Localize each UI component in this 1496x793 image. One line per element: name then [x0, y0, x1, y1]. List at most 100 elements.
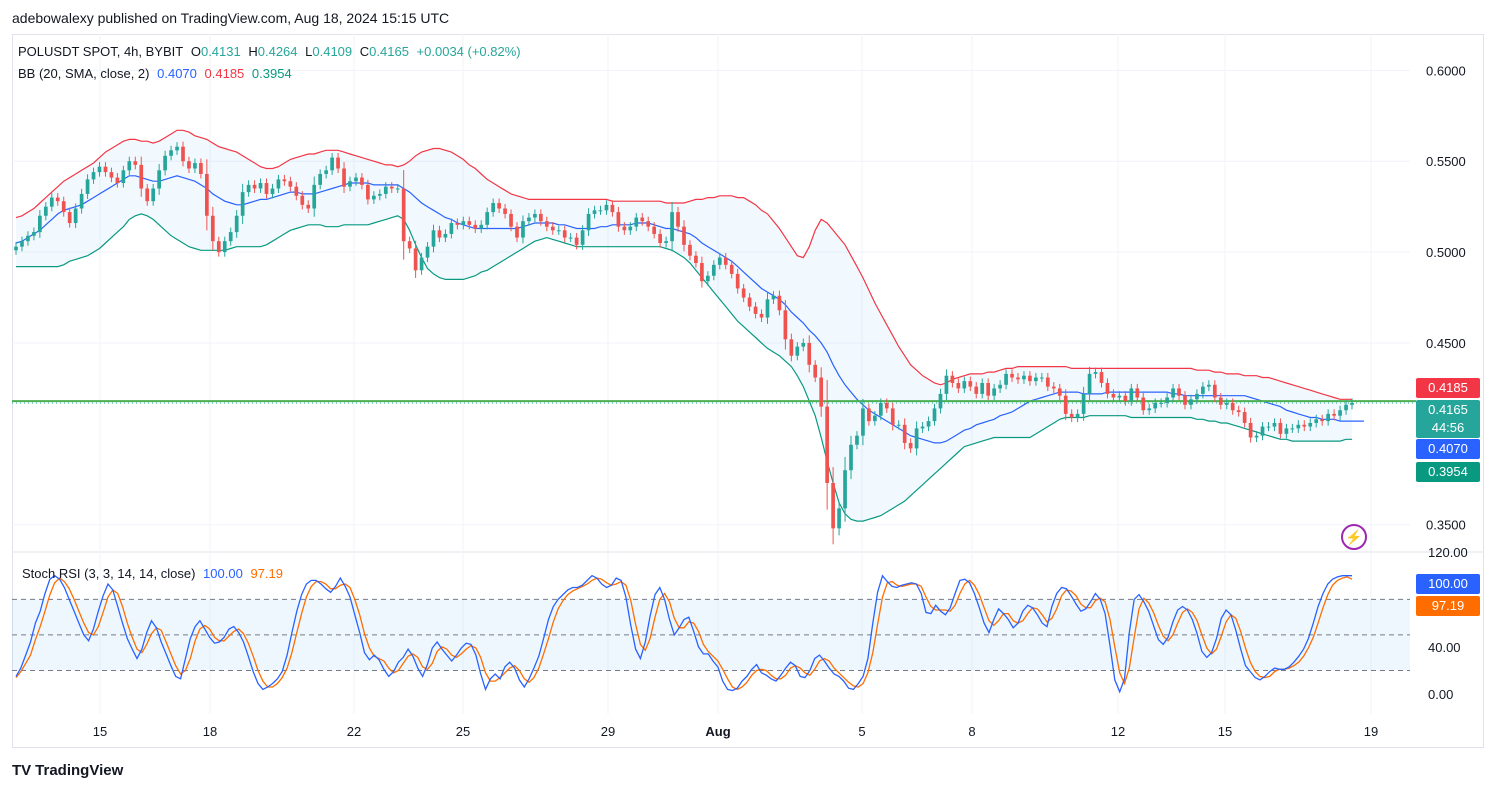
candle-body	[193, 163, 197, 169]
tradingview-logo-icon: TV	[12, 762, 32, 779]
candle-body	[676, 212, 680, 227]
candle-body	[121, 170, 126, 184]
candle-body	[145, 188, 150, 202]
time-tick-label: 19	[1364, 724, 1378, 739]
candle-body	[1260, 426, 1265, 436]
bb-basis-line	[15, 175, 1364, 444]
candle-body	[1016, 377, 1020, 380]
candle-body	[729, 264, 734, 274]
time-tick-label: 12	[1111, 724, 1125, 739]
candle-body	[1296, 424, 1301, 429]
candle-body	[1338, 410, 1342, 416]
lightning-icon[interactable]: ⚡	[1341, 524, 1367, 550]
candle-body	[330, 157, 334, 171]
candle-body	[807, 342, 812, 365]
candle-body	[920, 426, 925, 429]
candle-body	[1320, 419, 1325, 422]
candle-body	[1147, 408, 1152, 411]
candle-body	[157, 170, 161, 189]
candle-body	[533, 213, 537, 218]
candle-body	[556, 230, 561, 232]
candle-body	[706, 275, 710, 282]
candle-body	[1099, 372, 1104, 383]
candle-body	[837, 508, 841, 529]
candle-body	[634, 217, 639, 227]
bb-lower-tag: 0.3954	[1416, 462, 1480, 482]
time-tick-label: 5	[858, 724, 865, 739]
candle-body	[306, 204, 311, 209]
candle-body	[747, 297, 752, 307]
candle-body	[258, 183, 263, 189]
low-label: L	[305, 44, 313, 59]
candle-body	[735, 273, 740, 289]
candle-body	[1326, 413, 1330, 422]
candle-body	[938, 393, 943, 409]
candle-body	[926, 421, 931, 427]
candle-body	[515, 226, 519, 238]
bb-upper-line	[15, 129, 1352, 400]
candle-body	[73, 208, 78, 224]
open-label: O	[190, 44, 201, 59]
candle-body	[443, 233, 448, 238]
candle-body	[383, 186, 388, 194]
time-tick-label: 15	[1218, 724, 1232, 739]
candle-body	[1159, 402, 1163, 404]
candle-body	[1183, 395, 1187, 405]
stoch-tick-label: 40.00	[1428, 640, 1461, 655]
candle-body	[843, 470, 847, 509]
candle-body	[294, 186, 299, 196]
candle-body	[795, 346, 800, 356]
candle-body	[640, 217, 645, 222]
candles	[14, 141, 1354, 545]
bb-legend: BB (20, SMA, close, 2) 0.4070 0.4185 0.3…	[18, 66, 296, 81]
stoch-k-tag: 100.00	[1416, 574, 1480, 594]
candle-body	[974, 386, 979, 394]
open-value: 0.4131	[200, 44, 241, 59]
candle-body	[1302, 424, 1307, 427]
candle-body	[813, 364, 818, 378]
candle-body	[318, 173, 323, 185]
stoch-d-line	[15, 576, 1353, 691]
bollinger-bands	[12, 129, 1416, 522]
candle-body	[998, 384, 1002, 389]
candle-body	[1129, 388, 1134, 402]
candle-body	[348, 181, 352, 187]
candle-body	[366, 184, 370, 200]
candle-body	[956, 382, 961, 389]
candle-body	[789, 339, 794, 356]
candle-body	[32, 232, 36, 236]
high-label: H	[248, 44, 258, 59]
candle-body	[389, 186, 394, 189]
candle-body	[831, 482, 835, 529]
candle-body	[288, 181, 293, 187]
candle-body	[216, 241, 221, 253]
time-tick-label: 18	[203, 724, 217, 739]
candle-body	[1004, 373, 1008, 385]
candle-body	[908, 442, 913, 449]
candle-body	[539, 213, 543, 222]
candle-body	[1195, 393, 1199, 400]
candle-body	[324, 170, 328, 174]
chart-frame	[12, 34, 1484, 748]
time-tick-label: 25	[456, 724, 470, 739]
candle-body	[1123, 395, 1128, 402]
candle-body	[580, 230, 585, 245]
candle-body	[109, 172, 114, 178]
axes: 0.6000 0.5500 0.5000 0.4500 0.3500 15 18 22 25 29…	[93, 63, 1468, 739]
candle-body	[449, 223, 454, 234]
candle-body	[240, 192, 245, 216]
candle-body	[1201, 386, 1205, 394]
time-tick-label: 22	[347, 724, 361, 739]
candle-body	[1266, 426, 1271, 428]
candle-body	[360, 177, 364, 185]
candle-body	[401, 188, 406, 242]
tradingview-brand[interactable]: TV TradingView	[12, 762, 123, 779]
candle-body	[1314, 419, 1319, 423]
candle-body	[1051, 386, 1056, 389]
candle-body	[700, 263, 704, 282]
price-tick-label: 0.3500	[1426, 518, 1466, 533]
stoch-d-tag: 97.19	[1416, 596, 1480, 616]
candle-body	[616, 212, 621, 227]
candle-body	[199, 163, 203, 174]
